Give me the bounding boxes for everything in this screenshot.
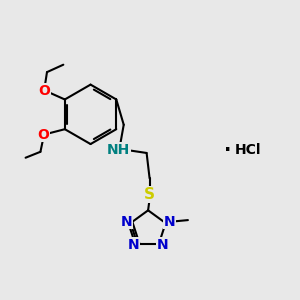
- Text: HCl: HCl: [235, 143, 261, 157]
- Text: ·: ·: [224, 140, 231, 160]
- Text: N: N: [157, 238, 169, 252]
- Text: O: O: [39, 84, 50, 98]
- Text: O: O: [38, 128, 50, 142]
- Text: NH: NH: [107, 143, 130, 157]
- Text: N: N: [128, 238, 139, 252]
- Text: S: S: [144, 187, 155, 202]
- Text: N: N: [121, 214, 133, 229]
- Text: N: N: [164, 214, 175, 229]
